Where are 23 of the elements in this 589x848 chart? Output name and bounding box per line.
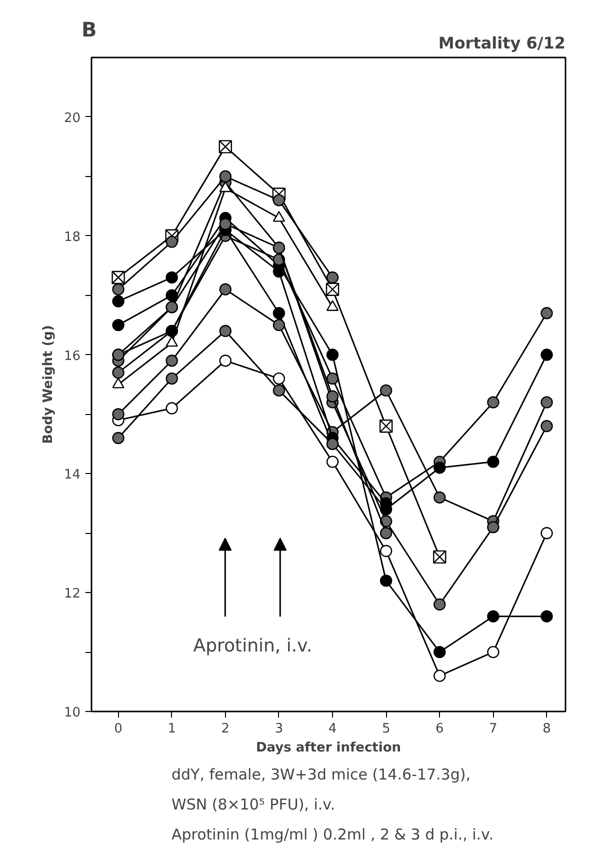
- text: B: [82, 18, 97, 42]
- x-tick-label: 7: [489, 722, 498, 736]
- y-tick-label: 14: [64, 468, 81, 483]
- y-tick-label: 16: [64, 348, 81, 364]
- x-tick-label: 1: [168, 722, 176, 736]
- y-tick-label: 10: [64, 706, 81, 720]
- y-axis-title: Body Weight (g): [40, 325, 56, 444]
- y-tick-label: 12: [64, 586, 81, 602]
- text: Aprotinin (1mg/ml ) 0.2ml , 2 & 3 d p.i., i.v.: [172, 826, 494, 844]
- x-tick-label: 0: [114, 722, 122, 736]
- x-axis-title: Days after infection: [256, 740, 402, 756]
- x-tick-label: 2: [221, 722, 230, 736]
- text: WSN (8×10⁵ PFU), i.v.: [172, 796, 336, 814]
- chart-title: Mortality 6/12: [438, 34, 566, 52]
- x-tick-label: 6: [436, 722, 444, 736]
- y-tick-label: 20: [64, 110, 81, 126]
- x-tick-label: 4: [328, 722, 337, 736]
- x-tick-label: 8: [542, 722, 551, 736]
- x-tick-label: 3: [274, 722, 284, 736]
- x-tick-label: 5: [382, 722, 390, 736]
- y-tick-label: 18: [64, 230, 81, 245]
- annotation: Aprotinin, i.v.: [193, 636, 312, 657]
- text: ddY, female, 3W+3d mice (14.6-17.3g),: [172, 766, 470, 784]
